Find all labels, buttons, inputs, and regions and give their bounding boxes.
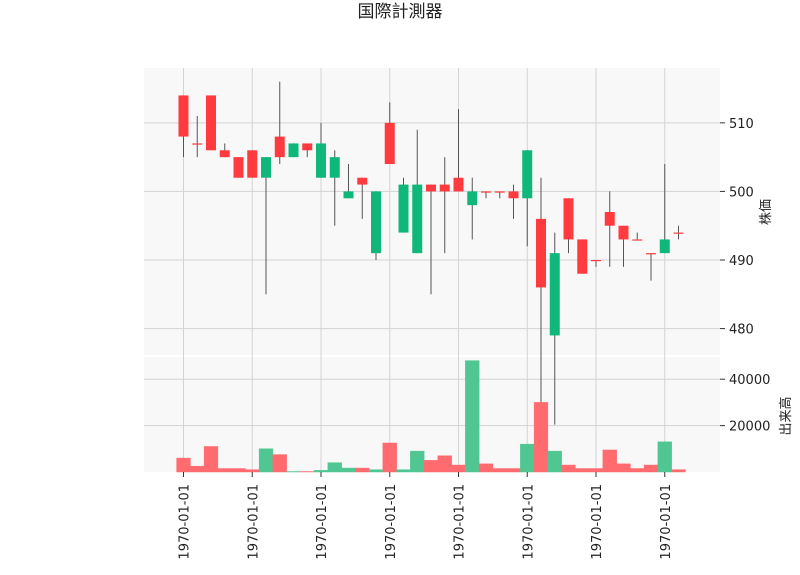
candle-body (439, 184, 450, 192)
x-tick-label: 1970-01-01 (659, 484, 674, 560)
volume-bar (451, 464, 466, 473)
candle-body (343, 191, 354, 199)
candle-body (563, 198, 574, 240)
volume-axis-ticks: 20000 40000 (720, 373, 770, 435)
price-tick-label: 480 (729, 323, 754, 338)
candle-body (384, 122, 395, 164)
candle-body (508, 191, 519, 199)
price-tick-label: 500 (729, 185, 754, 200)
volume-bar (437, 455, 452, 473)
volume-bar (423, 460, 439, 473)
volume-bar (478, 463, 494, 473)
candle-body (467, 191, 478, 206)
price-tick-label: 510 (729, 117, 754, 132)
candle-body (261, 157, 271, 178)
price-panel-background (144, 68, 720, 356)
candle-body (577, 239, 588, 274)
volume-tick-label: 40000 (729, 373, 770, 388)
volume-bar (410, 450, 425, 473)
candle-body (288, 143, 299, 158)
candle-body (481, 191, 491, 193)
volume-bar (671, 469, 686, 473)
chart-title: 国際計測器 (358, 2, 443, 22)
volume-bars (176, 360, 686, 473)
volume-bar (368, 469, 384, 473)
candle-body (219, 150, 230, 158)
volume-bar (657, 441, 672, 473)
candle-body (371, 191, 381, 254)
volume-bar (327, 462, 342, 473)
volume-bar (588, 468, 604, 473)
volume-axis-label: 出来高 (778, 396, 794, 435)
volume-bar (547, 450, 562, 473)
volume-bar (396, 469, 411, 473)
candle-body (206, 95, 216, 151)
volume-bar (176, 457, 191, 473)
candle-body (247, 150, 258, 178)
volume-bar (313, 470, 329, 473)
candle-body (398, 184, 409, 233)
candle-body (274, 136, 285, 158)
candle-body (178, 95, 189, 137)
volume-bar (272, 454, 287, 473)
candle-bodies (178, 95, 684, 336)
x-tick-label: 1970-01-01 (384, 484, 399, 560)
volume-bar (231, 468, 246, 473)
candle-body (426, 184, 436, 192)
candle-body (412, 184, 423, 254)
price-axis-label: 株価 (759, 199, 774, 225)
price-tick-label: 490 (729, 254, 754, 269)
volume-bar (616, 463, 631, 473)
candle-body (632, 239, 643, 241)
candle-body (549, 253, 560, 336)
volume-bar (630, 468, 645, 473)
x-tick-label: 1970-01-01 (521, 484, 536, 560)
price-axis-ticks: 480 490 500 510 (720, 117, 754, 338)
volume-tick-label: 20000 (729, 420, 770, 435)
candle-body (673, 232, 684, 234)
volume-bar (602, 449, 617, 473)
x-tick-label: 1970-01-01 (590, 484, 605, 560)
volume-bar (492, 468, 507, 473)
volume-bar (341, 467, 356, 473)
volume-bar (643, 464, 659, 473)
candle-body (618, 225, 629, 240)
volume-bar (506, 468, 521, 473)
candle-body (591, 260, 601, 262)
x-tick-label: 1970-01-01 (453, 484, 468, 560)
candle-body (494, 191, 505, 193)
candle-body (357, 177, 368, 185)
candle-body (329, 157, 340, 178)
volume-bar (258, 448, 274, 473)
x-tick-label: 1970-01-01 (315, 484, 330, 560)
candle-body (522, 150, 533, 199)
x-axis-ticks: 1970-01-01 1970-01-01 1970-01-01 1970-01-01… (178, 472, 674, 560)
volume-bar (575, 468, 590, 473)
candle-body (604, 212, 615, 226)
volume-bar (465, 360, 480, 473)
volume-panel-background (144, 356, 720, 472)
volume-bar (217, 468, 232, 473)
x-tick-label: 1970-01-01 (246, 484, 261, 560)
volume-bar (561, 464, 576, 473)
volume-bar (382, 442, 397, 473)
x-tick-label: 1970-01-01 (178, 484, 193, 560)
candle-body (536, 218, 546, 288)
volume-bar (355, 467, 370, 473)
candle-body (316, 143, 326, 178)
candle-body (192, 143, 203, 145)
candle-body (302, 143, 313, 151)
candle-body (233, 157, 244, 178)
volume-bar (190, 465, 205, 473)
candle-body (646, 253, 656, 255)
volume-bar (520, 443, 535, 473)
volume-bar (203, 446, 219, 473)
volume-bar (533, 402, 549, 473)
candle-body (659, 239, 670, 254)
candle-body (453, 177, 464, 192)
volume-bar (245, 469, 260, 473)
